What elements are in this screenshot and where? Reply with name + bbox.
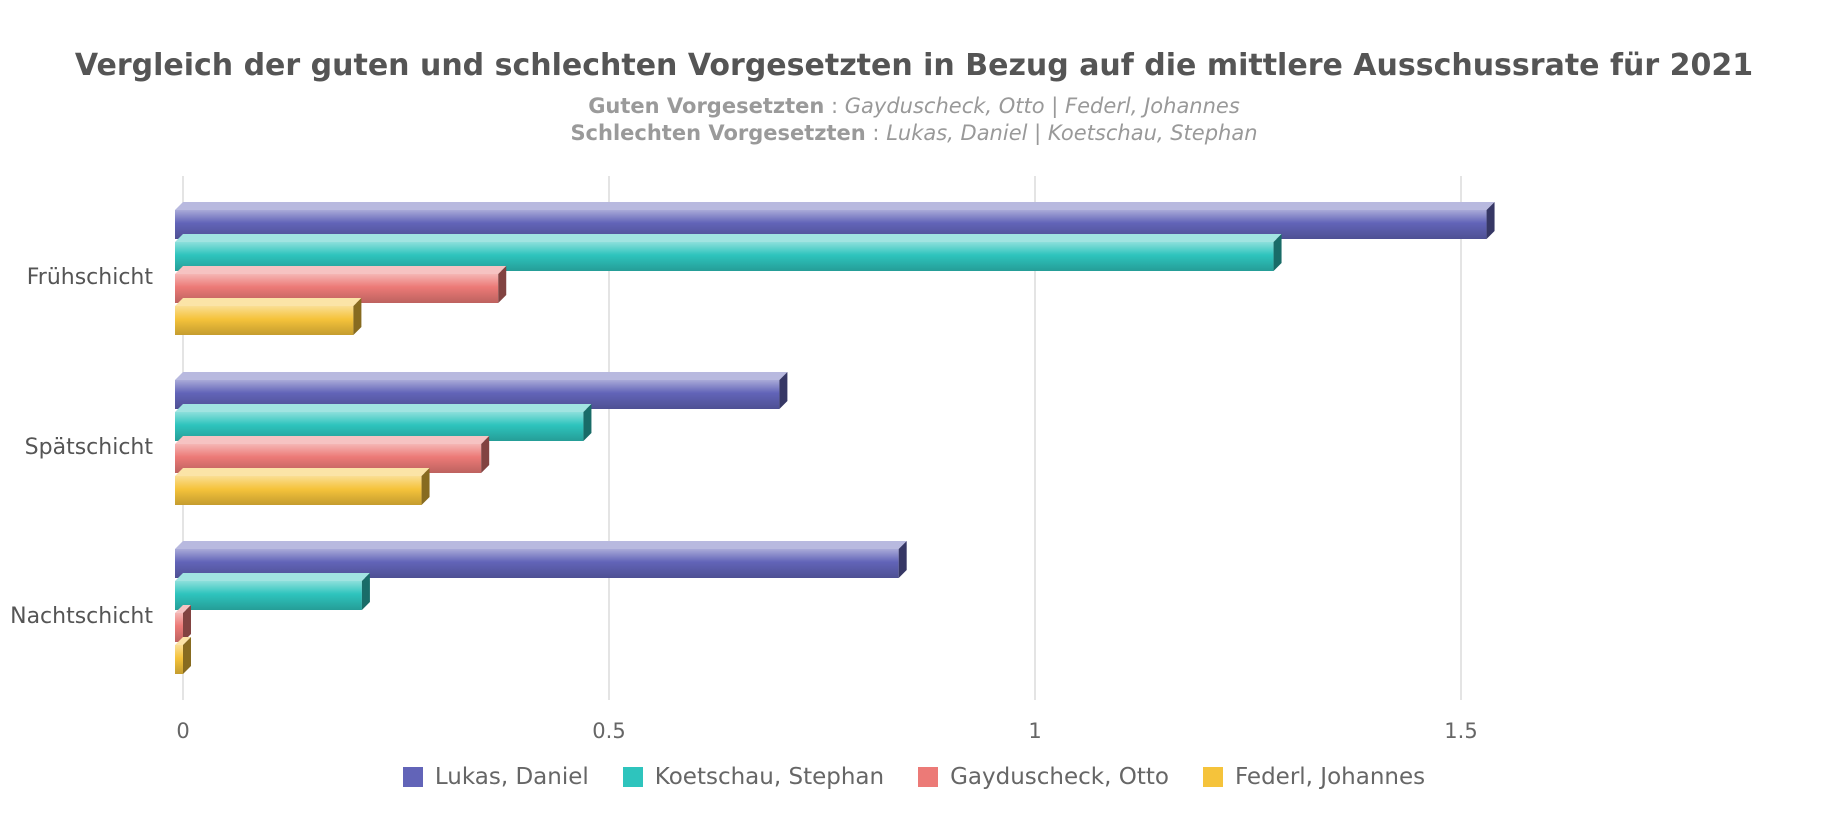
bar[interactable] — [175, 468, 430, 505]
legend-label: Koetschau, Stephan — [654, 764, 885, 790]
bar[interactable] — [175, 637, 191, 674]
legend-label: Gayduscheck, Otto — [950, 764, 1169, 790]
bar[interactable] — [175, 404, 592, 441]
legend-item-lukas[interactable]: Lukas, Daniel — [402, 764, 589, 790]
x-tick-label: 1.5 — [1444, 719, 1477, 743]
bar[interactable] — [175, 372, 788, 409]
subtitle-good-separator: : — [824, 94, 845, 118]
x-tick-label: 0.5 — [592, 719, 625, 743]
bar[interactable] — [175, 298, 362, 335]
bar[interactable] — [175, 436, 490, 473]
legend-swatch — [918, 767, 939, 787]
chart-subtitle-good: Guten Vorgesetzten : Gayduscheck, Otto |… — [0, 94, 1828, 118]
bar[interactable] — [175, 605, 191, 642]
subtitle-good-label: Guten Vorgesetzten — [588, 94, 825, 118]
subtitle-good-value: Gayduscheck, Otto | Federl, Johannes — [844, 94, 1240, 118]
chart-subtitle-bad: Schlechten Vorgesetzten : Lukas, Daniel … — [0, 121, 1828, 145]
bar[interactable] — [175, 202, 1495, 239]
subtitle-bad-separator: : — [865, 121, 887, 145]
legend-swatch — [622, 767, 643, 787]
x-tick-label: 1 — [1028, 719, 1041, 743]
legend-label: Federl, Johannes — [1234, 764, 1426, 790]
subtitle-bad-value: Lukas, Daniel | Koetschau, Stephan — [886, 121, 1258, 145]
bar[interactable] — [175, 573, 370, 610]
category-label: Spätschicht — [25, 435, 154, 460]
legend-item-federl[interactable]: Federl, Johannes — [1202, 764, 1426, 790]
subtitle-bad-label: Schlechten Vorgesetzten — [570, 121, 866, 145]
bar[interactable] — [175, 234, 1282, 271]
x-tick-label: 0 — [176, 719, 189, 743]
legend-swatch — [402, 767, 423, 787]
category-label: Frühschicht — [27, 265, 154, 290]
legend-item-gayduscheck[interactable]: Gayduscheck, Otto — [918, 764, 1169, 790]
bar[interactable] — [175, 266, 507, 303]
legend-label: Lukas, Daniel — [434, 764, 589, 790]
category-label: Nachtschicht — [10, 604, 153, 629]
bar[interactable] — [175, 541, 907, 578]
legend-item-koetschau[interactable]: Koetschau, Stephan — [622, 764, 885, 790]
legend: Lukas, Daniel Koetschau, Stephan Gaydusc… — [0, 764, 1828, 790]
legend-swatch — [1202, 767, 1223, 787]
chart-title: Vergleich der guten und schlechten Vorge… — [74, 48, 1754, 83]
